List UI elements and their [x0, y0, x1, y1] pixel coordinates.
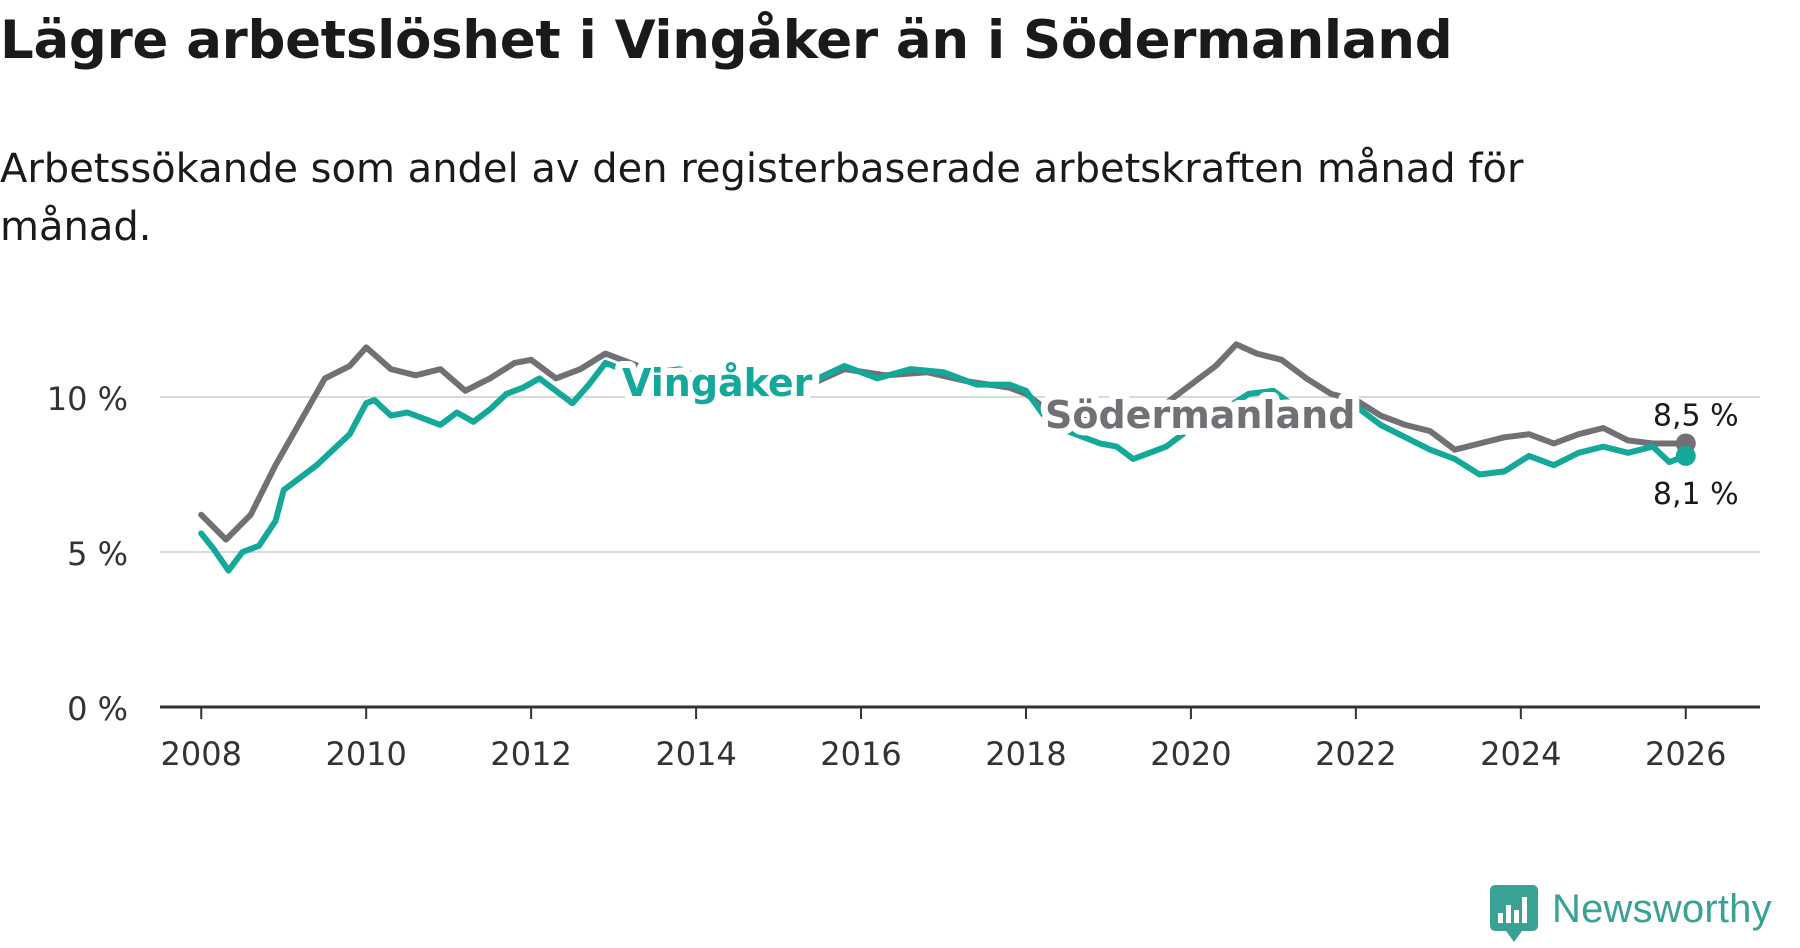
y-tick-label: 0 % — [67, 690, 128, 728]
y-tick-label: 10 % — [47, 380, 128, 418]
series-label-vingaker-halo: Vingåker — [622, 361, 813, 405]
x-tick-label: 2010 — [325, 735, 406, 773]
x-tick-label: 2014 — [655, 735, 736, 773]
chart-subtitle: Arbetssökande som andel av den registerb… — [0, 146, 1524, 250]
series-label-sodermanland-halo: Södermanland — [1045, 393, 1355, 437]
x-tick-label: 2016 — [820, 735, 901, 773]
x-tick-label: 2012 — [490, 735, 571, 773]
x-tick-label: 2024 — [1480, 735, 1561, 773]
x-tick-label: 2026 — [1645, 735, 1726, 773]
chart-title: Lägre arbetslöshet i Vingåker än i Söder… — [0, 10, 1453, 71]
x-tick-label: 2020 — [1150, 735, 1231, 773]
x-tick-label: 2022 — [1315, 735, 1396, 773]
x-tick-label: 2018 — [985, 735, 1066, 773]
y-tick-label: 5 % — [67, 535, 128, 573]
newsworthy-logo-icon — [1490, 885, 1538, 942]
series-label-vingaker: Vingåker — [622, 361, 813, 405]
series-label-sodermanland: Södermanland — [1045, 393, 1355, 437]
end-label-sodermanland: 8,5 % — [1653, 399, 1739, 434]
end-label-vingaker: 8,1 % — [1653, 477, 1739, 512]
end-point-vingaker — [1675, 445, 1696, 466]
x-tick-label: 2008 — [161, 735, 242, 773]
series-line-vingaker — [198, 359, 1689, 574]
brand-logo: Newsworthy — [1490, 885, 1796, 943]
brand-name: Newsworthy — [1552, 887, 1772, 931]
